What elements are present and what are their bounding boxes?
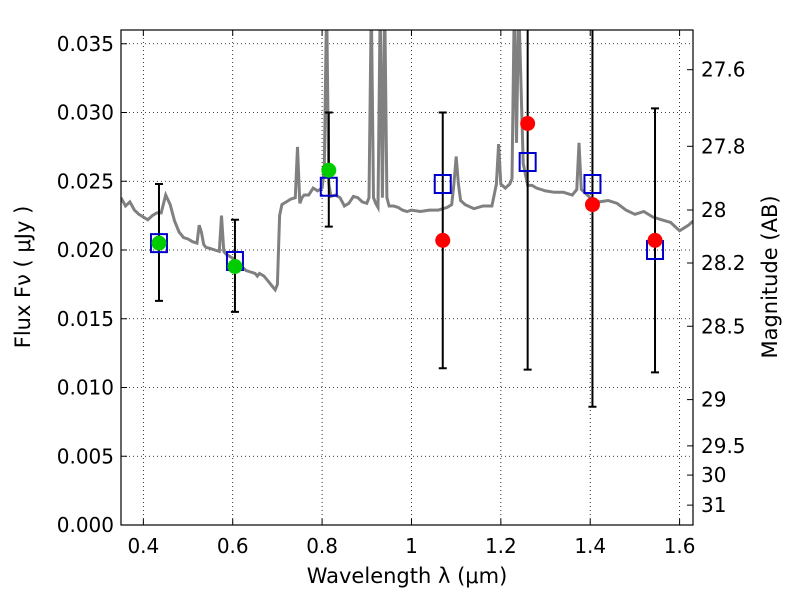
y2-tick-label: 27.6 [701,58,746,82]
y-tick-label: 0.030 [57,101,114,125]
square-marker [433,174,452,194]
y2-tick-label: 27.8 [701,134,746,158]
square-marker [518,152,537,172]
axis-ticks: 0.4 0.6 0.8 1 1.2 1.4 1.6 0.000 0.005 0.010 0.015 0… [57,30,746,558]
x-tick-label: 1 [405,534,418,558]
y2-tick-label: 29 [701,388,726,412]
y-tick-label: 0.010 [57,376,114,400]
plot-area [121,30,693,408]
x-axis-label: Wavelength λ (μm) [307,564,508,588]
y-tick-label: 0.015 [57,307,114,331]
grid [121,30,693,526]
x-tick-label: 1.2 [485,534,517,558]
y-tick-label: 0.025 [57,169,114,193]
y2-tick-label: 31 [701,493,726,517]
data-markers [149,116,665,274]
y-tick-label: 0.000 [57,513,114,537]
y2-tick-label: 29.5 [701,434,746,458]
green-circle-marker [321,162,337,178]
y-tick-label: 0.020 [57,238,114,262]
square-marker [583,174,602,194]
plot-frame [120,29,694,526]
green-circle-marker [227,259,243,274]
y2-tick-label: 28 [701,198,726,222]
square-marker [149,233,168,254]
x-tick-label: 1.6 [664,534,696,558]
green-circle-marker [151,235,167,251]
y2-tick-label: 28.5 [701,314,746,338]
x-tick-label: 0.8 [306,534,338,558]
y2-axis-label: Magnitude (AB) [758,195,782,358]
red-circle-marker [435,232,451,248]
red-circle-marker [520,116,536,131]
error-bars [154,30,660,408]
x-tick-label: 0.6 [217,534,249,558]
y-tick-label: 0.005 [57,444,114,468]
y2-tick-label: 28.2 [701,251,746,275]
x-tick-label: 1.4 [574,534,606,558]
y2-tick-label: 30 [701,463,726,487]
red-circle-marker [647,232,663,248]
y-axis-label: Flux Fν ( μJy ) [11,206,35,349]
y-tick-label: 0.035 [57,32,114,56]
red-circle-marker [584,197,600,213]
model-spectrum-line [121,30,693,293]
x-tick-label: 0.4 [127,534,159,558]
